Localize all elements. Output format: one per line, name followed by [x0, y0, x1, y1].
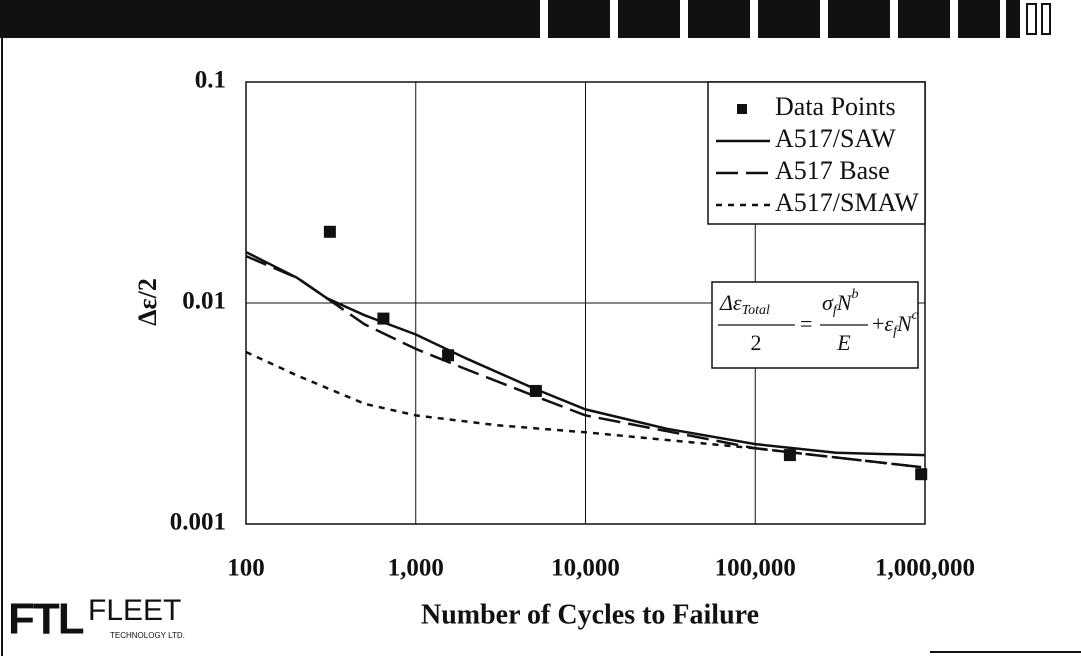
equation: ΔεTotal 2 = σfNb E +εfNc	[718, 287, 919, 355]
header-outline	[1041, 3, 1051, 35]
logo-name: FLEET	[88, 594, 181, 627]
series-line	[245, 254, 926, 469]
eq-part: σ	[822, 290, 834, 315]
eq-part: +εfNc	[872, 308, 919, 339]
data-point	[915, 468, 928, 481]
y-tick-label: 0.1	[195, 67, 226, 94]
eq-part: 2	[751, 330, 762, 355]
y-tick-label: 0.001	[170, 509, 226, 536]
logo-tagline: TECHNOLOGY LTD.	[110, 631, 185, 640]
legend-label: Data Points	[775, 92, 896, 121]
header-outline	[1026, 3, 1037, 35]
eq-part: b	[851, 287, 858, 302]
eq-part: Total	[742, 303, 770, 318]
data-point	[323, 225, 336, 238]
legend-label: A517/SAW	[775, 124, 896, 153]
x-axis-label: Number of Cycles to Failure	[421, 599, 759, 630]
legend-label: A517 Base	[775, 156, 890, 185]
logo-mark: FTL	[8, 595, 84, 644]
eq-part: N	[836, 290, 853, 315]
y-axis-label: Δε/2	[133, 278, 162, 326]
eq-part: E	[836, 330, 851, 355]
eq-part: Δε	[719, 290, 742, 315]
legend-swatch	[737, 104, 747, 114]
eq-part: =	[800, 311, 812, 336]
eq-part: c	[912, 308, 919, 323]
eq-part: ΔεTotal	[719, 290, 770, 318]
legend-entries: Data Points A517/SAW A517 Base A517/SMAW	[716, 92, 919, 217]
header-blocks	[548, 0, 1020, 38]
eq-part: σfNb	[822, 287, 858, 318]
logo: FTL FLEET TECHNOLOGY LTD.	[8, 594, 185, 644]
eq-part: ε	[884, 311, 893, 336]
eq-part: +	[872, 311, 884, 336]
series-line	[245, 350, 926, 469]
x-tick-label: 1,000	[388, 555, 444, 582]
header-bar	[0, 0, 540, 38]
y-tick-label: 0.01	[182, 288, 226, 315]
eq-part: f	[893, 324, 899, 339]
x-tick-label: 100,000	[715, 555, 796, 582]
eq-part: f	[833, 303, 839, 318]
series-line	[245, 250, 926, 457]
plot: 100 1,000 10,000 100,000 1,000,000 0.001 0.01 0…	[170, 67, 975, 582]
eq-part: N	[896, 311, 913, 336]
x-tick-label: 1,000,000	[875, 555, 975, 582]
x-tick-label: 100	[227, 555, 265, 582]
x-tick-label: 10,000	[551, 555, 620, 582]
legend-label: A517/SMAW	[775, 188, 919, 217]
